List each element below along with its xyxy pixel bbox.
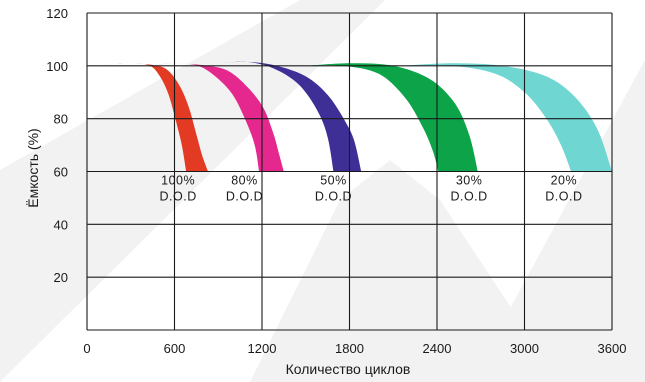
dod-band-label: 100% <box>161 174 195 188</box>
dod-band-labels: 100% D.O.D 80% D.O.D 50% D.O.D 30% D.O.D 20% D.O.… <box>160 174 582 204</box>
y-tick-label: 120 <box>46 6 68 21</box>
x-tick-label: 1800 <box>335 341 364 356</box>
x-axis-title: Количество циклов <box>286 361 411 377</box>
dod-bands <box>87 61 612 172</box>
x-tick-labels: 0 600 1200 1800 2400 3000 3600 <box>83 341 626 356</box>
dod-band-label: D.O.D <box>160 190 197 204</box>
x-tick-label: 3000 <box>510 341 539 356</box>
x-tick-label: 3600 <box>598 341 627 356</box>
y-tick-label: 80 <box>54 112 68 127</box>
dod-band-label: 80% <box>231 174 258 188</box>
y-tick-label: 20 <box>54 270 68 285</box>
dod-band-label: 30% <box>456 174 483 188</box>
y-tick-label: 60 <box>54 165 68 180</box>
y-tick-labels: 20 40 60 80 100 120 <box>46 6 68 285</box>
dod-band-label: D.O.D <box>315 190 352 204</box>
dod-band-1 <box>87 63 208 172</box>
chart-grid <box>86 12 613 331</box>
dod-band-label: D.O.D <box>545 190 582 204</box>
watermark-shape-left <box>0 0 385 382</box>
dod-band-label: 50% <box>320 174 347 188</box>
dod-band-label: D.O.D <box>226 190 263 204</box>
x-tick-label: 2400 <box>423 341 452 356</box>
dod-band-label: 20% <box>551 174 578 188</box>
y-tick-label: 100 <box>46 59 68 74</box>
x-tick-label: 1200 <box>248 341 277 356</box>
dod-band-5 <box>400 63 612 172</box>
dod-band-label: D.O.D <box>450 190 487 204</box>
x-tick-label: 600 <box>164 341 186 356</box>
y-axis-title: Ёмкость (%) <box>25 128 41 207</box>
dod-band-2 <box>149 63 284 172</box>
y-tick-label: 40 <box>54 217 68 232</box>
dod-band-3 <box>221 61 362 172</box>
watermark-shape-center <box>250 160 560 382</box>
dod-band-4 <box>305 63 478 172</box>
x-tick-label: 0 <box>83 341 90 356</box>
